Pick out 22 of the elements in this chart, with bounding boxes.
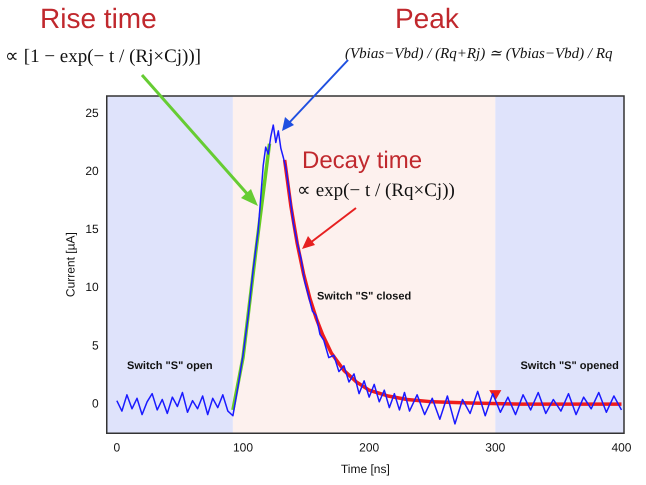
x-tick-label: 300 (485, 440, 506, 455)
band-label: Switch "S" closed (317, 290, 412, 302)
text: ∝ [1 − exp(− t / (Rj×Cj))] (5, 46, 202, 67)
x-axis-title: Time [ns] (340, 462, 390, 476)
band-label: Switch "S" opened (520, 360, 619, 372)
x-tick-label: 200 (359, 440, 380, 455)
band-label: Switch "S" open (127, 360, 213, 372)
annotation: ∝ exp(− t / (Rq×Cj)) (297, 180, 455, 201)
x-tick-label: 100 (232, 440, 254, 455)
y-tick-label: 15 (85, 222, 100, 236)
y-axis-title: Current [µA] (64, 232, 78, 298)
text: Peak (395, 3, 460, 34)
x-tick-label: 400 (611, 440, 632, 455)
y-tick-label: 0 (92, 396, 100, 410)
annotation: Decay time (302, 147, 422, 174)
x-tick-label: 0 (113, 440, 120, 455)
y-tick-label: 25 (85, 106, 100, 120)
y-tick-label: 5 (92, 338, 100, 352)
text: (Vbias−Vbd) / (Rq+Rj) ≃ (Vbias−Vbd) / Rq (345, 46, 613, 62)
text: Rise time (40, 3, 157, 34)
y-tick-label: 20 (85, 164, 100, 178)
y-tick-label: 10 (85, 280, 100, 294)
